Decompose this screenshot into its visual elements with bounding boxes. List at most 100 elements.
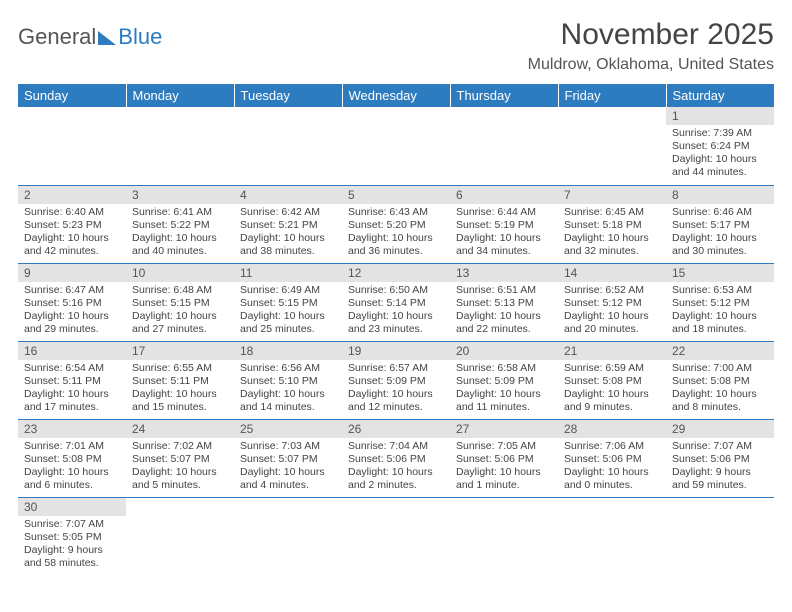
day-details: Sunrise: 6:44 AMSunset: 5:19 PMDaylight:… xyxy=(450,204,558,262)
sunrise-text: Sunrise: 6:57 AM xyxy=(348,362,444,375)
sunset-text: Sunset: 5:14 PM xyxy=(348,297,444,310)
sunrise-text: Sunrise: 6:51 AM xyxy=(456,284,552,297)
sunrise-text: Sunrise: 6:50 AM xyxy=(348,284,444,297)
calendar-cell: 27Sunrise: 7:05 AMSunset: 5:06 PMDayligh… xyxy=(450,419,558,497)
day-details: Sunrise: 6:53 AMSunset: 5:12 PMDaylight:… xyxy=(666,282,774,340)
sunset-text: Sunset: 5:11 PM xyxy=(132,375,228,388)
daylight-text: Daylight: 10 hours and 12 minutes. xyxy=(348,388,444,414)
day-header: Monday xyxy=(126,84,234,107)
day-number: 7 xyxy=(558,186,666,204)
calendar-week: 30Sunrise: 7:07 AMSunset: 5:05 PMDayligh… xyxy=(18,497,774,575)
sunset-text: Sunset: 5:15 PM xyxy=(240,297,336,310)
day-number: 12 xyxy=(342,264,450,282)
day-number: 20 xyxy=(450,342,558,360)
daylight-text: Daylight: 10 hours and 8 minutes. xyxy=(672,388,768,414)
calendar-cell: 1Sunrise: 7:39 AMSunset: 6:24 PMDaylight… xyxy=(666,107,774,185)
calendar-cell: 7 Sunrise: 6:45 AMSunset: 5:18 PMDaylight… xyxy=(558,185,666,263)
sunset-text: Sunset: 5:07 PM xyxy=(132,453,228,466)
day-header-row: Sunday Monday Tuesday Wednesday Thursday… xyxy=(18,84,774,107)
sunset-text: Sunset: 5:17 PM xyxy=(672,219,768,232)
daylight-text: Daylight: 10 hours and 34 minutes. xyxy=(456,232,552,258)
sunset-text: Sunset: 5:23 PM xyxy=(24,219,120,232)
day-number: 23 xyxy=(18,420,126,438)
sunset-text: Sunset: 5:06 PM xyxy=(456,453,552,466)
day-details: Sunrise: 6:52 AMSunset: 5:12 PMDaylight:… xyxy=(558,282,666,340)
calendar-cell xyxy=(234,497,342,575)
day-number: 11 xyxy=(234,264,342,282)
daylight-text: Daylight: 10 hours and 30 minutes. xyxy=(672,232,768,258)
day-number: 30 xyxy=(18,498,126,516)
logo: General Blue xyxy=(18,18,162,50)
calendar-cell: 26Sunrise: 7:04 AMSunset: 5:06 PMDayligh… xyxy=(342,419,450,497)
day-details: Sunrise: 6:58 AMSunset: 5:09 PMDaylight:… xyxy=(450,360,558,418)
sunrise-text: Sunrise: 6:56 AM xyxy=(240,362,336,375)
calendar-cell xyxy=(450,497,558,575)
calendar-cell: 24Sunrise: 7:02 AMSunset: 5:07 PMDayligh… xyxy=(126,419,234,497)
day-number: 4 xyxy=(234,186,342,204)
day-details: Sunrise: 6:46 AMSunset: 5:17 PMDaylight:… xyxy=(666,204,774,262)
daylight-text: Daylight: 10 hours and 40 minutes. xyxy=(132,232,228,258)
sunrise-text: Sunrise: 6:45 AM xyxy=(564,206,660,219)
calendar-cell: 14Sunrise: 6:52 AMSunset: 5:12 PMDayligh… xyxy=(558,263,666,341)
sunset-text: Sunset: 5:15 PM xyxy=(132,297,228,310)
daylight-text: Daylight: 9 hours and 58 minutes. xyxy=(24,544,120,570)
day-details: Sunrise: 6:40 AMSunset: 5:23 PMDaylight:… xyxy=(18,204,126,262)
daylight-text: Daylight: 10 hours and 15 minutes. xyxy=(132,388,228,414)
calendar-week: 23Sunrise: 7:01 AMSunset: 5:08 PMDayligh… xyxy=(18,419,774,497)
day-details: Sunrise: 7:05 AMSunset: 5:06 PMDaylight:… xyxy=(450,438,558,496)
daylight-text: Daylight: 9 hours and 59 minutes. xyxy=(672,466,768,492)
day-number: 28 xyxy=(558,420,666,438)
sunrise-text: Sunrise: 6:52 AM xyxy=(564,284,660,297)
day-number: 15 xyxy=(666,264,774,282)
sunrise-text: Sunrise: 6:54 AM xyxy=(24,362,120,375)
sunrise-text: Sunrise: 7:00 AM xyxy=(672,362,768,375)
day-details: Sunrise: 6:54 AMSunset: 5:11 PMDaylight:… xyxy=(18,360,126,418)
day-details: Sunrise: 6:42 AMSunset: 5:21 PMDaylight:… xyxy=(234,204,342,262)
day-number: 24 xyxy=(126,420,234,438)
day-number: 3 xyxy=(126,186,234,204)
day-header: Friday xyxy=(558,84,666,107)
day-number: 29 xyxy=(666,420,774,438)
day-details: Sunrise: 7:01 AMSunset: 5:08 PMDaylight:… xyxy=(18,438,126,496)
day-header: Saturday xyxy=(666,84,774,107)
sunrise-text: Sunrise: 6:40 AM xyxy=(24,206,120,219)
sunrise-text: Sunrise: 7:01 AM xyxy=(24,440,120,453)
day-number: 17 xyxy=(126,342,234,360)
sunset-text: Sunset: 5:05 PM xyxy=(24,531,120,544)
day-number: 16 xyxy=(18,342,126,360)
sunset-text: Sunset: 5:09 PM xyxy=(456,375,552,388)
day-number: 22 xyxy=(666,342,774,360)
calendar-week: 2Sunrise: 6:40 AMSunset: 5:23 PMDaylight… xyxy=(18,185,774,263)
calendar-cell: 13Sunrise: 6:51 AMSunset: 5:13 PMDayligh… xyxy=(450,263,558,341)
sunset-text: Sunset: 5:06 PM xyxy=(672,453,768,466)
sunset-text: Sunset: 5:06 PM xyxy=(348,453,444,466)
sunrise-text: Sunrise: 6:43 AM xyxy=(348,206,444,219)
sunrise-text: Sunrise: 6:59 AM xyxy=(564,362,660,375)
sunset-text: Sunset: 5:21 PM xyxy=(240,219,336,232)
daylight-text: Daylight: 10 hours and 4 minutes. xyxy=(240,466,336,492)
calendar-cell: 9Sunrise: 6:47 AMSunset: 5:16 PMDaylight… xyxy=(18,263,126,341)
day-number: 14 xyxy=(558,264,666,282)
calendar-cell xyxy=(342,497,450,575)
day-details: Sunrise: 6:49 AMSunset: 5:15 PMDaylight:… xyxy=(234,282,342,340)
day-details: Sunrise: 6:57 AMSunset: 5:09 PMDaylight:… xyxy=(342,360,450,418)
sunrise-text: Sunrise: 7:07 AM xyxy=(672,440,768,453)
day-details: Sunrise: 7:06 AMSunset: 5:06 PMDaylight:… xyxy=(558,438,666,496)
sunrise-text: Sunrise: 6:42 AM xyxy=(240,206,336,219)
calendar-cell xyxy=(450,107,558,185)
sunrise-text: Sunrise: 6:48 AM xyxy=(132,284,228,297)
calendar-cell: 10Sunrise: 6:48 AMSunset: 5:15 PMDayligh… xyxy=(126,263,234,341)
day-number: 19 xyxy=(342,342,450,360)
calendar-cell: 3Sunrise: 6:41 AMSunset: 5:22 PMDaylight… xyxy=(126,185,234,263)
daylight-text: Daylight: 10 hours and 32 minutes. xyxy=(564,232,660,258)
sunset-text: Sunset: 5:16 PM xyxy=(24,297,120,310)
daylight-text: Daylight: 10 hours and 27 minutes. xyxy=(132,310,228,336)
sunrise-text: Sunrise: 7:04 AM xyxy=(348,440,444,453)
month-title: November 2025 xyxy=(528,18,774,52)
sunset-text: Sunset: 5:18 PM xyxy=(564,219,660,232)
calendar-cell: 11Sunrise: 6:49 AMSunset: 5:15 PMDayligh… xyxy=(234,263,342,341)
day-details: Sunrise: 7:03 AMSunset: 5:07 PMDaylight:… xyxy=(234,438,342,496)
day-details: Sunrise: 6:43 AMSunset: 5:20 PMDaylight:… xyxy=(342,204,450,262)
daylight-text: Daylight: 10 hours and 11 minutes. xyxy=(456,388,552,414)
daylight-text: Daylight: 10 hours and 0 minutes. xyxy=(564,466,660,492)
